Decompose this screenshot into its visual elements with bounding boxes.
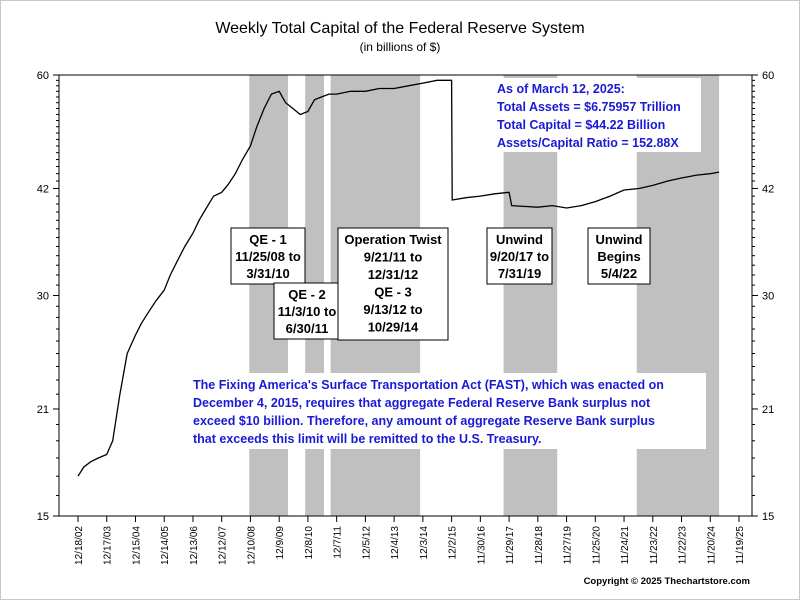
x-tick-label-12: 12/3/14 <box>419 526 430 560</box>
x-tick-label-10: 12/5/12 <box>361 526 372 560</box>
chart-subtitle: (in billions of $) <box>359 40 441 54</box>
annotation-box-line: 9/13/12 to <box>363 302 422 317</box>
x-tick-label-1: 12/17/03 <box>103 526 114 565</box>
y-tick-label-right-42: 42 <box>762 183 774 195</box>
x-tick-label-9: 12/7/11 <box>333 526 344 559</box>
annotation-box-line: QE - 3 <box>374 285 412 300</box>
y-axes: 15 15 21 21 30 30 42 42 60 60 <box>37 70 775 523</box>
annotation-box-line: 9/20/17 to <box>490 249 549 264</box>
annotation-box-unwind2: Unwind Begins 5/4/22 <box>587 227 651 285</box>
x-tick-label-23: 11/19/25 <box>735 526 746 565</box>
annotation-box-border <box>337 227 449 341</box>
annotation-box-border <box>587 227 651 285</box>
annotation-box-line: Operation Twist <box>344 232 442 247</box>
fast-act-note-line-2: December 4, 2015, requires that aggregat… <box>193 396 651 410</box>
x-tick-label-18: 11/25/20 <box>591 526 602 565</box>
y-tick-label-right-15: 15 <box>762 511 774 523</box>
x-tick-label-15: 11/29/17 <box>505 526 516 565</box>
annotation-box-line: 11/3/10 to <box>278 304 337 319</box>
annotation-box-unwind1: Unwind 9/20/17 to 7/31/19 <box>486 227 553 285</box>
stats-box-bg <box>493 78 701 152</box>
x-tick-label-0: 12/18/02 <box>74 526 85 565</box>
x-tick-label-8: 12/8/10 <box>304 526 315 560</box>
x-tick-label-7: 12/9/09 <box>275 526 286 560</box>
annotation-box-line: Begins <box>597 249 640 264</box>
stats-line-4: Assets/Capital Ratio = 152.88X <box>497 136 679 150</box>
annotation-box-line: QE - 1 <box>249 232 287 247</box>
x-tick-label-14: 11/30/16 <box>476 526 487 565</box>
copyright-text: Copyright © 2025 Thechartstore.com <box>583 576 750 587</box>
x-tick-label-2: 12/15/04 <box>131 526 142 565</box>
annotation-box-line: 9/21/11 to <box>364 250 423 265</box>
y-tick-label-right-21: 21 <box>762 404 774 416</box>
y-tick-label-right-60: 60 <box>762 70 774 82</box>
stats-line-2: Total Assets = $6.75957 Trillion <box>497 100 681 114</box>
x-tick-label-19: 11/24/21 <box>620 526 631 565</box>
annotation-box-twist: Operation Twist 9/21/11 to 12/31/12 QE - 3 9… <box>337 227 449 341</box>
annotation-box-line: 11/25/08 to <box>235 249 301 264</box>
annotation-box-line: 12/31/12 <box>368 267 419 282</box>
y-tick-label-left-15: 15 <box>37 511 49 523</box>
stats-line-3: Total Capital = $44.22 Billion <box>497 118 665 132</box>
annotation-notes: As of March 12, 2025: Total Assets = $6.7… <box>186 78 706 449</box>
annotation-box-line: 10/29/14 <box>368 320 419 335</box>
y-tick-label-left-60: 60 <box>37 70 49 82</box>
annotation-box-line: QE - 2 <box>288 287 326 302</box>
x-tick-label-21: 11/22/23 <box>678 526 689 565</box>
annotation-box-line: 3/31/10 <box>246 266 289 281</box>
x-tick-label-20: 11/23/22 <box>649 526 660 565</box>
y-tick-label-right-30: 30 <box>762 291 774 303</box>
fast-act-note-bg <box>186 373 706 449</box>
x-tick-label-3: 12/14/05 <box>160 526 171 565</box>
annotation-box-line: Unwind <box>596 232 643 247</box>
annotation-box-qe2: QE - 2 11/3/10 to 6/30/11 <box>273 282 341 340</box>
annotation-box-line: Unwind <box>496 232 543 247</box>
x-tick-label-17: 11/27/19 <box>563 526 574 565</box>
chart-title: Weekly Total Capital of the Federal Rese… <box>215 20 585 37</box>
annotation-box-border <box>486 227 553 285</box>
y-tick-label-left-30: 30 <box>37 291 49 303</box>
annotation-box-line: 6/30/11 <box>286 321 329 336</box>
fast-act-note: The Fixing America's Surface Transportat… <box>186 373 706 449</box>
series-line-total-capital <box>77 79 720 477</box>
x-tick-label-16: 11/28/18 <box>534 526 545 565</box>
fast-act-note-line-4: that exceeds this limit will be remitted… <box>193 432 541 446</box>
x-tick-label-6: 12/10/08 <box>246 526 257 565</box>
x-axis: 12/18/02 12/17/03 12/15/04 12/14/05 12/13/06… <box>74 516 746 565</box>
annotation-boxes: QE - 1 11/25/08 to 3/31/10 QE - 2 11/3/10 to… <box>230 227 651 341</box>
annotation-box-line: 5/4/22 <box>601 266 637 281</box>
annotation-box-border <box>230 227 306 285</box>
y-tick-label-left-42: 42 <box>37 183 49 195</box>
annotation-box-qe1: QE - 1 11/25/08 to 3/31/10 <box>230 227 306 285</box>
x-tick-label-4: 12/13/06 <box>189 526 200 565</box>
fast-act-note-line-3: exceed $10 billion. Therefore, any amoun… <box>193 414 655 428</box>
y-tick-label-left-21: 21 <box>37 404 49 416</box>
x-tick-label-5: 12/12/07 <box>218 526 229 565</box>
annotation-box-line: 7/31/19 <box>498 266 541 281</box>
x-tick-label-13: 12/2/15 <box>448 526 459 560</box>
stats-box: As of March 12, 2025: Total Assets = $6.7… <box>493 78 701 152</box>
x-tick-label-11: 12/4/13 <box>390 526 401 560</box>
fast-act-note-line-1: The Fixing America's Surface Transportat… <box>193 378 664 392</box>
stats-line-1: As of March 12, 2025: <box>497 82 625 96</box>
x-tick-label-22: 11/20/24 <box>706 526 717 565</box>
